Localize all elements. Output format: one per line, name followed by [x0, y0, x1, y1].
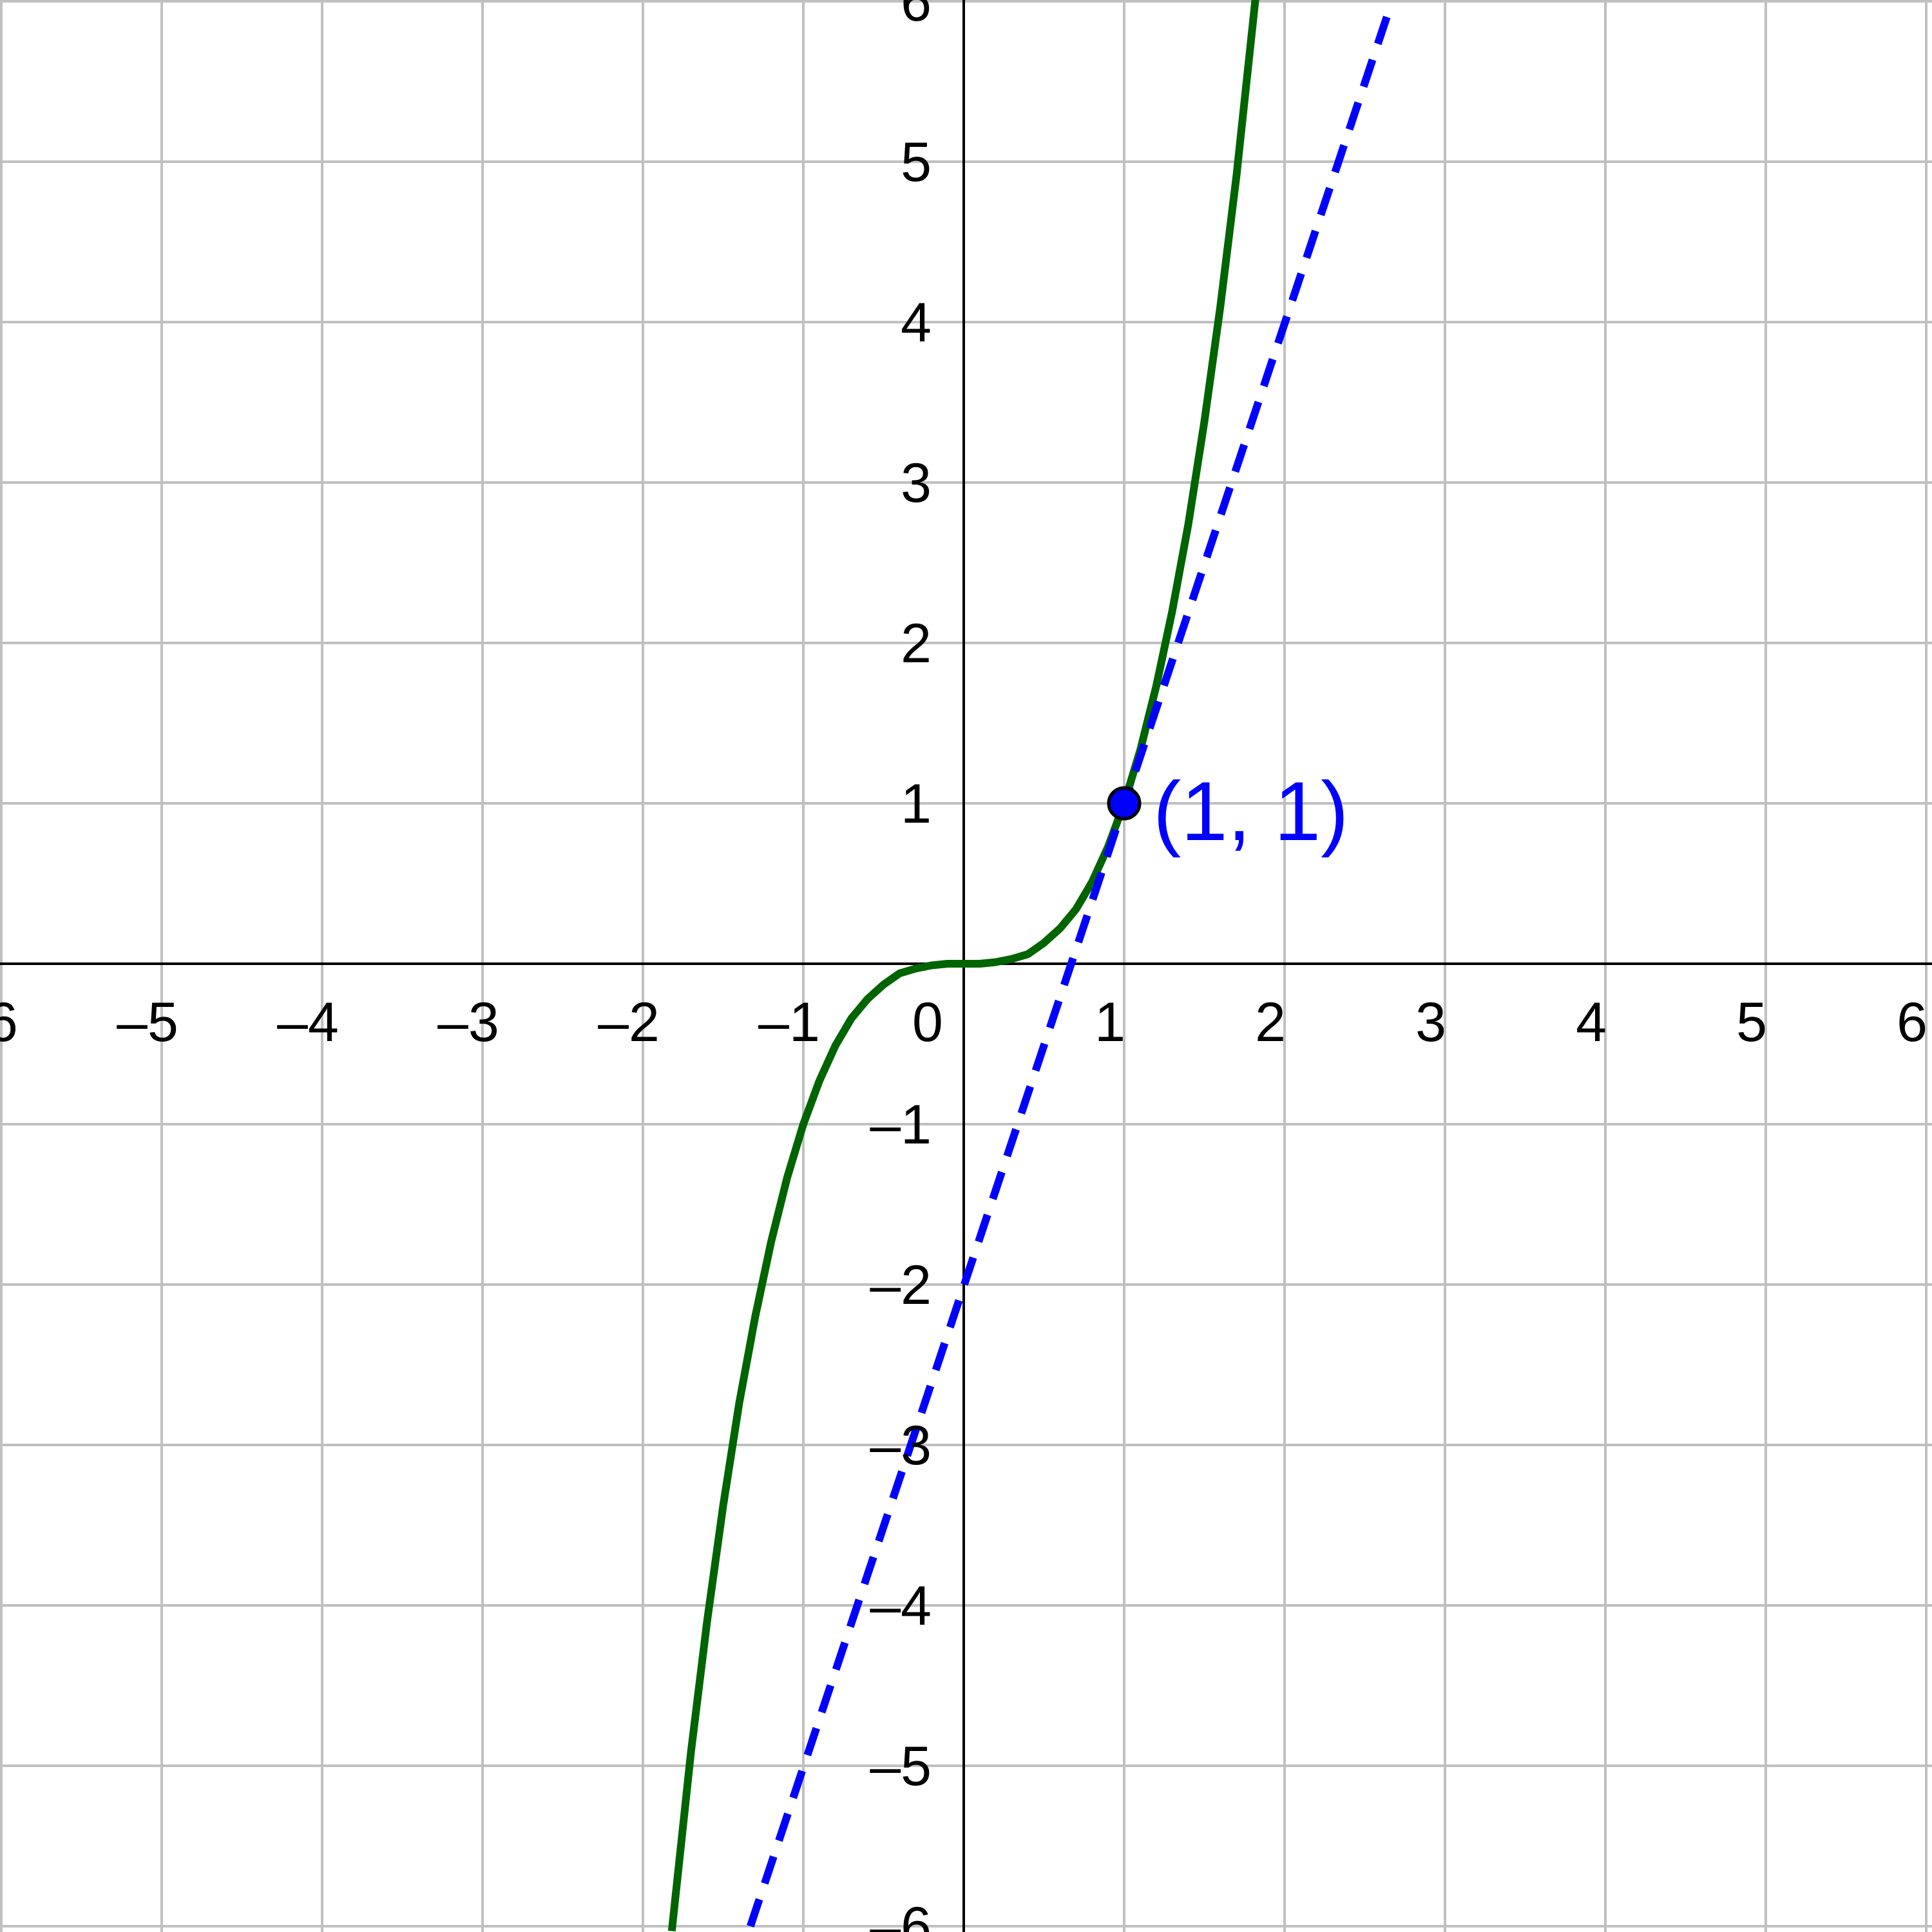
- x-tick-label: –2: [598, 991, 660, 1053]
- x-tick-label: 3: [1415, 991, 1446, 1053]
- y-tick-label: –4: [870, 1575, 932, 1637]
- x-tick-label: –3: [437, 991, 499, 1053]
- x-tick-label: 5: [1736, 991, 1767, 1053]
- y-tick-label: –3: [870, 1415, 932, 1477]
- y-tick-label: 4: [901, 292, 932, 354]
- x-tick-label: –6: [0, 991, 18, 1053]
- x-tick-label: 0: [912, 991, 943, 1053]
- y-tick-label: 2: [901, 613, 932, 674]
- curve-line: [667, 0, 1259, 1932]
- y-tick-label: 6: [901, 0, 932, 33]
- y-tick-label: 3: [901, 452, 932, 514]
- x-tick-label: 2: [1255, 991, 1286, 1053]
- x-tick-label: 4: [1576, 991, 1607, 1053]
- y-tick-label: –1: [870, 1094, 932, 1156]
- points-group: (1, 1): [1107, 764, 1348, 858]
- y-tick-label: –5: [870, 1736, 932, 1797]
- x-tick-label: –1: [758, 991, 820, 1053]
- x-tick-label: 6: [1897, 991, 1927, 1053]
- point-marker: [1107, 786, 1142, 821]
- y-tick-label: –2: [870, 1254, 932, 1316]
- y-tick-label: –6: [870, 1896, 932, 1932]
- y-tick-label: 1: [901, 773, 932, 835]
- x-tick-label: –5: [117, 991, 178, 1053]
- tangent-line: [747, 0, 1396, 1927]
- series-group: [667, 0, 1396, 1932]
- x-tick-label: 1: [1095, 991, 1125, 1053]
- x-tick-label: –4: [277, 991, 339, 1053]
- point-label: (1, 1): [1153, 764, 1348, 858]
- y-tick-label: 5: [901, 131, 932, 193]
